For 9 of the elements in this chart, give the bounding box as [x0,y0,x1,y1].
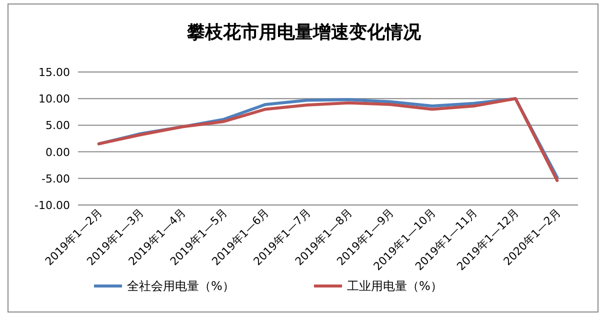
y-tick-label: -10.00 [34,199,70,212]
legend-label: 全社会用电量（%） [127,279,234,293]
y-tick-label: 5.00 [46,119,70,132]
y-tick-label: 0.00 [46,146,70,159]
y-tick-label: -5.00 [42,172,70,186]
chart-title: 攀枝花市用电量增速变化情况 [186,22,422,43]
y-tick-label: 10.00 [38,92,70,106]
y-tick-label: 15.00 [38,66,70,79]
legend-label: 工业用电量（%） [347,279,442,293]
